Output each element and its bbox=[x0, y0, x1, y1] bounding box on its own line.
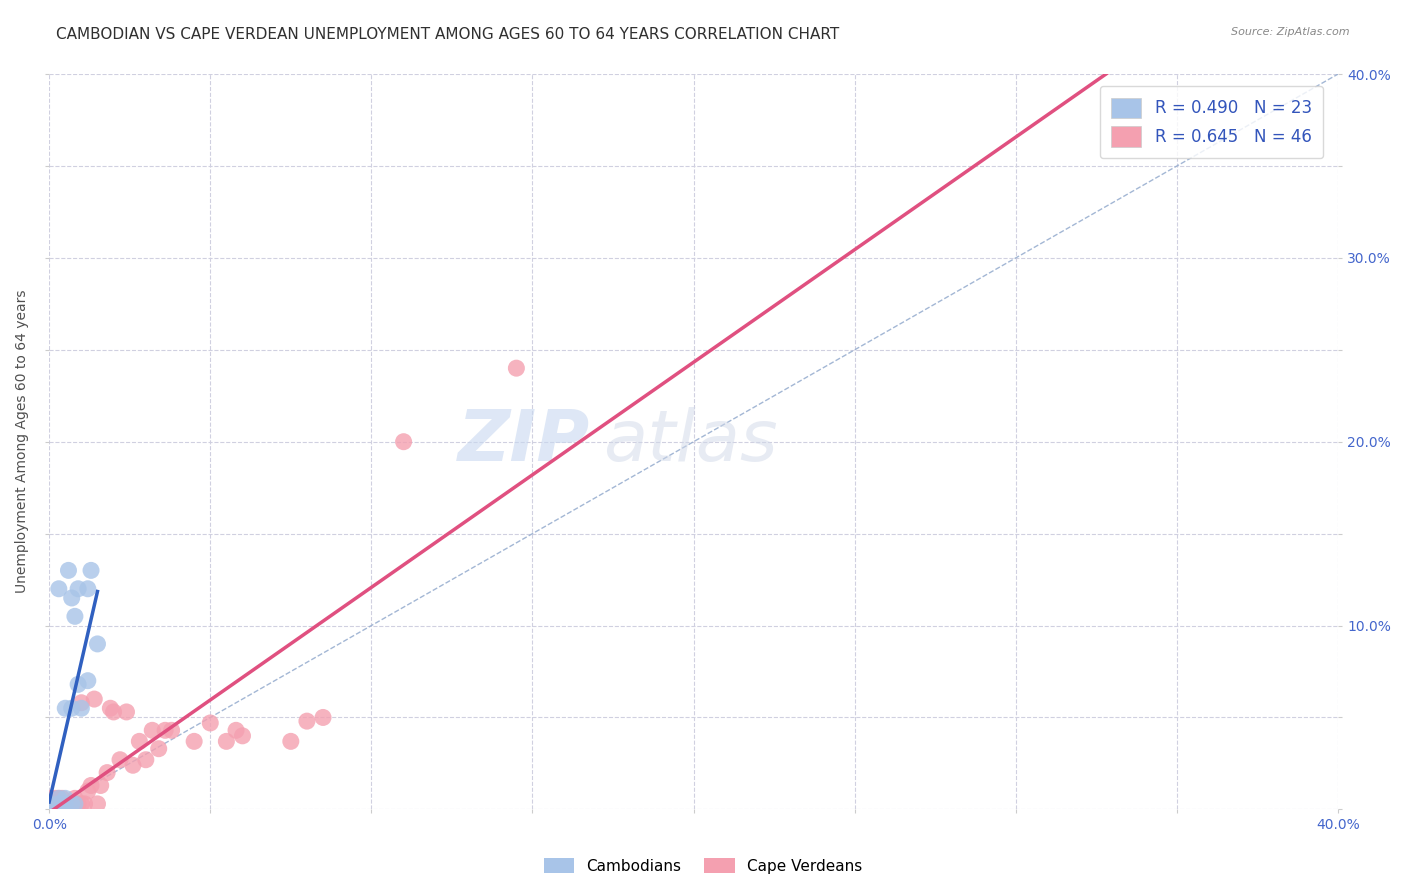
Point bbox=[60, 797, 83, 811]
Point bbox=[67, 582, 90, 596]
Point bbox=[80, 563, 103, 577]
Point bbox=[90, 779, 112, 793]
Point bbox=[108, 753, 131, 767]
Point bbox=[45, 802, 67, 816]
Point bbox=[76, 784, 98, 798]
Point bbox=[86, 797, 108, 811]
Legend: Cambodians, Cape Verdeans: Cambodians, Cape Verdeans bbox=[537, 852, 869, 880]
Point bbox=[58, 797, 80, 811]
Point bbox=[505, 361, 527, 376]
Point bbox=[141, 723, 163, 738]
Point bbox=[67, 797, 90, 811]
Point bbox=[128, 734, 150, 748]
Point bbox=[51, 791, 73, 805]
Point bbox=[45, 802, 67, 816]
Point bbox=[200, 716, 222, 731]
Point bbox=[160, 723, 183, 738]
Point bbox=[70, 696, 93, 710]
Point bbox=[48, 797, 70, 811]
Point bbox=[70, 797, 93, 811]
Point bbox=[53, 797, 76, 811]
Point bbox=[225, 723, 247, 738]
Point bbox=[38, 791, 60, 805]
Text: Source: ZipAtlas.com: Source: ZipAtlas.com bbox=[1232, 27, 1350, 37]
Point bbox=[53, 797, 76, 811]
Y-axis label: Unemployment Among Ages 60 to 64 years: Unemployment Among Ages 60 to 64 years bbox=[15, 290, 30, 593]
Point bbox=[96, 765, 118, 780]
Point bbox=[48, 791, 70, 805]
Point bbox=[53, 791, 76, 805]
Point bbox=[48, 791, 70, 805]
Point bbox=[60, 797, 83, 811]
Point bbox=[80, 779, 103, 793]
Point bbox=[122, 758, 145, 772]
Point bbox=[60, 701, 83, 715]
Text: CAMBODIAN VS CAPE VERDEAN UNEMPLOYMENT AMONG AGES 60 TO 64 YEARS CORRELATION CHA: CAMBODIAN VS CAPE VERDEAN UNEMPLOYMENT A… bbox=[56, 27, 839, 42]
Point bbox=[38, 797, 60, 811]
Point bbox=[153, 723, 176, 738]
Point bbox=[70, 701, 93, 715]
Point bbox=[98, 701, 121, 715]
Point bbox=[53, 701, 76, 715]
Point bbox=[63, 791, 86, 805]
Legend: R = 0.490   N = 23, R = 0.645   N = 46: R = 0.490 N = 23, R = 0.645 N = 46 bbox=[1099, 86, 1323, 159]
Point bbox=[103, 705, 125, 719]
Point bbox=[48, 797, 70, 811]
Point bbox=[86, 637, 108, 651]
Point bbox=[45, 797, 67, 811]
Point bbox=[38, 802, 60, 816]
Text: ZIP: ZIP bbox=[458, 407, 591, 476]
Point bbox=[63, 797, 86, 811]
Point bbox=[295, 714, 318, 728]
Point bbox=[231, 729, 253, 743]
Point bbox=[392, 434, 415, 449]
Point bbox=[135, 753, 157, 767]
Point bbox=[280, 734, 302, 748]
Point bbox=[148, 741, 170, 756]
Point bbox=[45, 791, 67, 805]
Point bbox=[60, 591, 83, 605]
Point bbox=[51, 802, 73, 816]
Point bbox=[63, 609, 86, 624]
Point bbox=[312, 710, 335, 724]
Point bbox=[83, 692, 105, 706]
Point bbox=[58, 563, 80, 577]
Point bbox=[115, 705, 138, 719]
Point bbox=[183, 734, 205, 748]
Point bbox=[51, 802, 73, 816]
Point bbox=[38, 798, 60, 813]
Point bbox=[73, 797, 96, 811]
Point bbox=[67, 677, 90, 691]
Point bbox=[215, 734, 238, 748]
Point bbox=[38, 802, 60, 816]
Point bbox=[76, 673, 98, 688]
Point bbox=[48, 802, 70, 816]
Point bbox=[76, 582, 98, 596]
Text: atlas: atlas bbox=[603, 407, 778, 476]
Point bbox=[48, 582, 70, 596]
